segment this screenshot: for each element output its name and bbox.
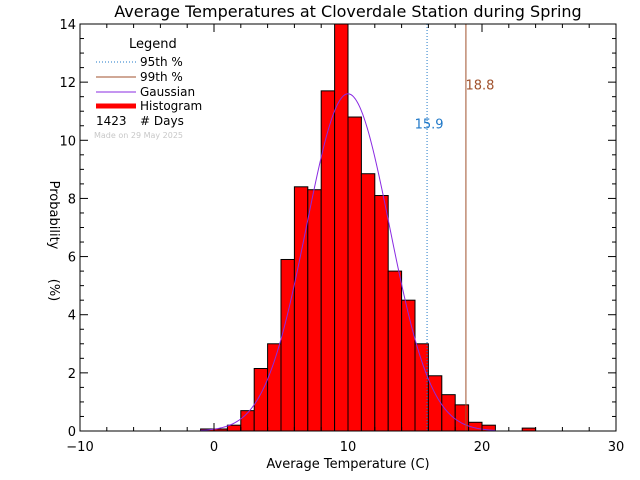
percentile-95-label: 15.9 [415,118,444,133]
y-axis-label-line1: Probability [46,181,61,250]
gaussian-curve [200,93,496,431]
gaussian-layer [200,93,496,431]
histogram-bar [387,270,403,432]
histogram-bar [401,299,416,432]
y-tick-label: 8 [68,192,76,207]
x-tick-label: 0 [210,440,218,455]
histogram-bar [414,343,429,432]
percentile-layer: 15.9 18.8 [415,24,494,431]
legend: Legend 95th % 99th % Gaussian Histogram … [94,37,202,140]
histogram-bar [293,186,309,432]
histogram-bar [374,195,389,432]
y-tick-label: 14 [59,18,76,33]
x-axis-label: Average Temperature (C) [266,457,429,472]
percentile-99-label: 18.8 [465,78,494,93]
histogram-bar [347,116,362,432]
made-on-note: Made on 29 May 2025 [94,131,183,140]
x-tick-label: 20 [474,440,491,455]
histogram-bar [240,410,255,432]
x-tick-label: 30 [608,440,625,455]
legend-day-count: 1423 [96,114,127,128]
legend-day-count-label: # Days [140,114,184,128]
histogram-bar [320,90,336,432]
legend-title: Legend [129,37,177,52]
x-tick-label: 10 [340,440,357,455]
y-tick-label: 12 [59,76,76,91]
legend-label-99th: 99th % [140,70,183,84]
y-tick-label: 0 [68,425,76,440]
histogram-bar [334,23,349,432]
legend-label-histogram: Histogram [140,99,202,113]
histogram-bar [226,424,242,432]
y-axis-label-line2: (%) [46,279,61,302]
legend-label-95th: 95th % [140,55,183,69]
y-tick-label: 2 [68,367,76,382]
histogram-bar [454,404,470,432]
histogram-bar [280,258,295,432]
histogram-bar [360,173,376,432]
x-tick-label: −10 [66,440,93,455]
histogram-bar [253,367,269,432]
legend-label-gaussian: Gaussian [140,85,195,99]
histogram-bar [307,189,322,432]
histogram-bar [267,343,282,432]
y-tick-label: 4 [68,309,76,324]
chart-title: Average Temperatures at Cloverdale Stati… [114,2,581,21]
y-tick-label: 6 [68,251,76,266]
y-tick-label: 10 [59,134,76,149]
